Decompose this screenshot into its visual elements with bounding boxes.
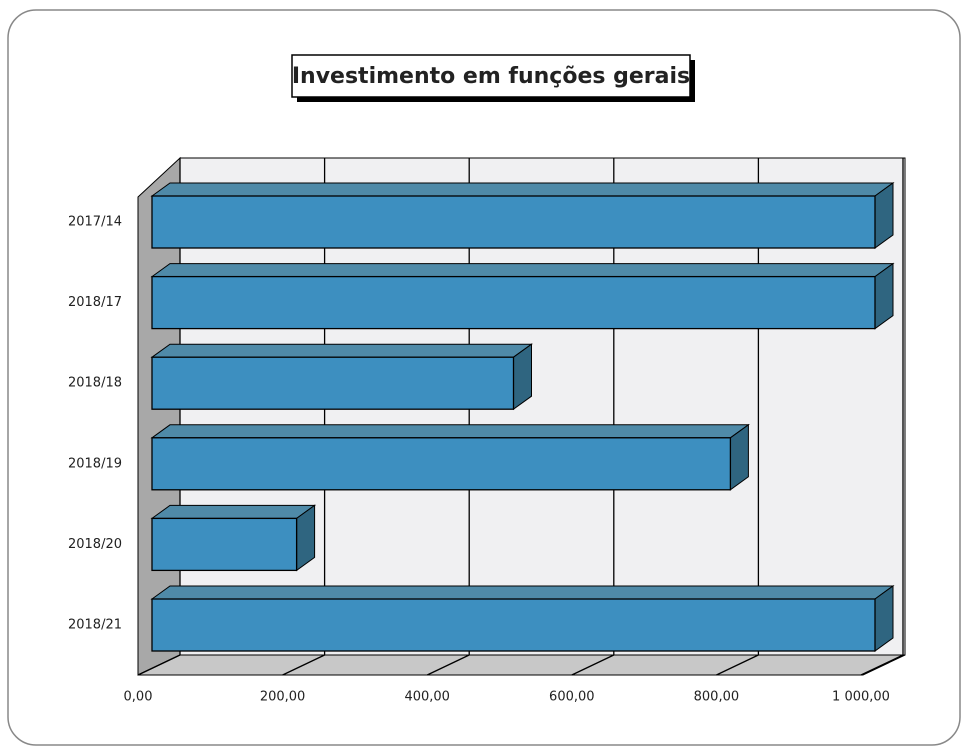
x-tick-label: 400,00: [404, 690, 450, 705]
bar-top: [150, 504, 317, 519]
bar-top: [150, 182, 895, 197]
floor-line: [860, 654, 904, 676]
x-tick-label: 800,00: [694, 690, 740, 705]
bar-top: [150, 263, 895, 278]
y-tick-label: 2018/21: [68, 618, 122, 633]
floor-line: [282, 654, 325, 676]
y-tick-label: 2018/17: [68, 295, 122, 310]
x-tick-label: 1 000,00: [832, 690, 890, 705]
bar: [151, 598, 876, 652]
floor-line: [137, 654, 181, 676]
bar: [151, 275, 876, 330]
bar-top: [150, 585, 895, 600]
floor-line: [571, 654, 615, 676]
bar-top: [150, 343, 534, 358]
bar-top: [150, 424, 750, 439]
floor-line: [716, 654, 759, 676]
bar: [151, 517, 298, 572]
bar: [151, 437, 732, 491]
x-tick-label: 0,00: [124, 690, 153, 705]
title-box: [291, 54, 691, 98]
plot: 0,00 200,00 400,00 600,00 800,00 1 000,00 2017…: [68, 158, 904, 705]
x-tick-label: 600,00: [549, 690, 595, 705]
x-tick-label: 200,00: [260, 690, 306, 705]
bar: [151, 195, 876, 249]
floor-line: [426, 654, 470, 676]
bar: [151, 356, 515, 410]
y-tick-label: 2018/18: [68, 376, 122, 391]
chart-title: Investimento em funções gerais: [292, 64, 690, 89]
y-tick-label: 2017/14: [68, 215, 122, 230]
y-tick-label: 2018/19: [68, 456, 122, 471]
y-tick-label: 2018/20: [68, 537, 122, 552]
floor: [137, 654, 906, 676]
